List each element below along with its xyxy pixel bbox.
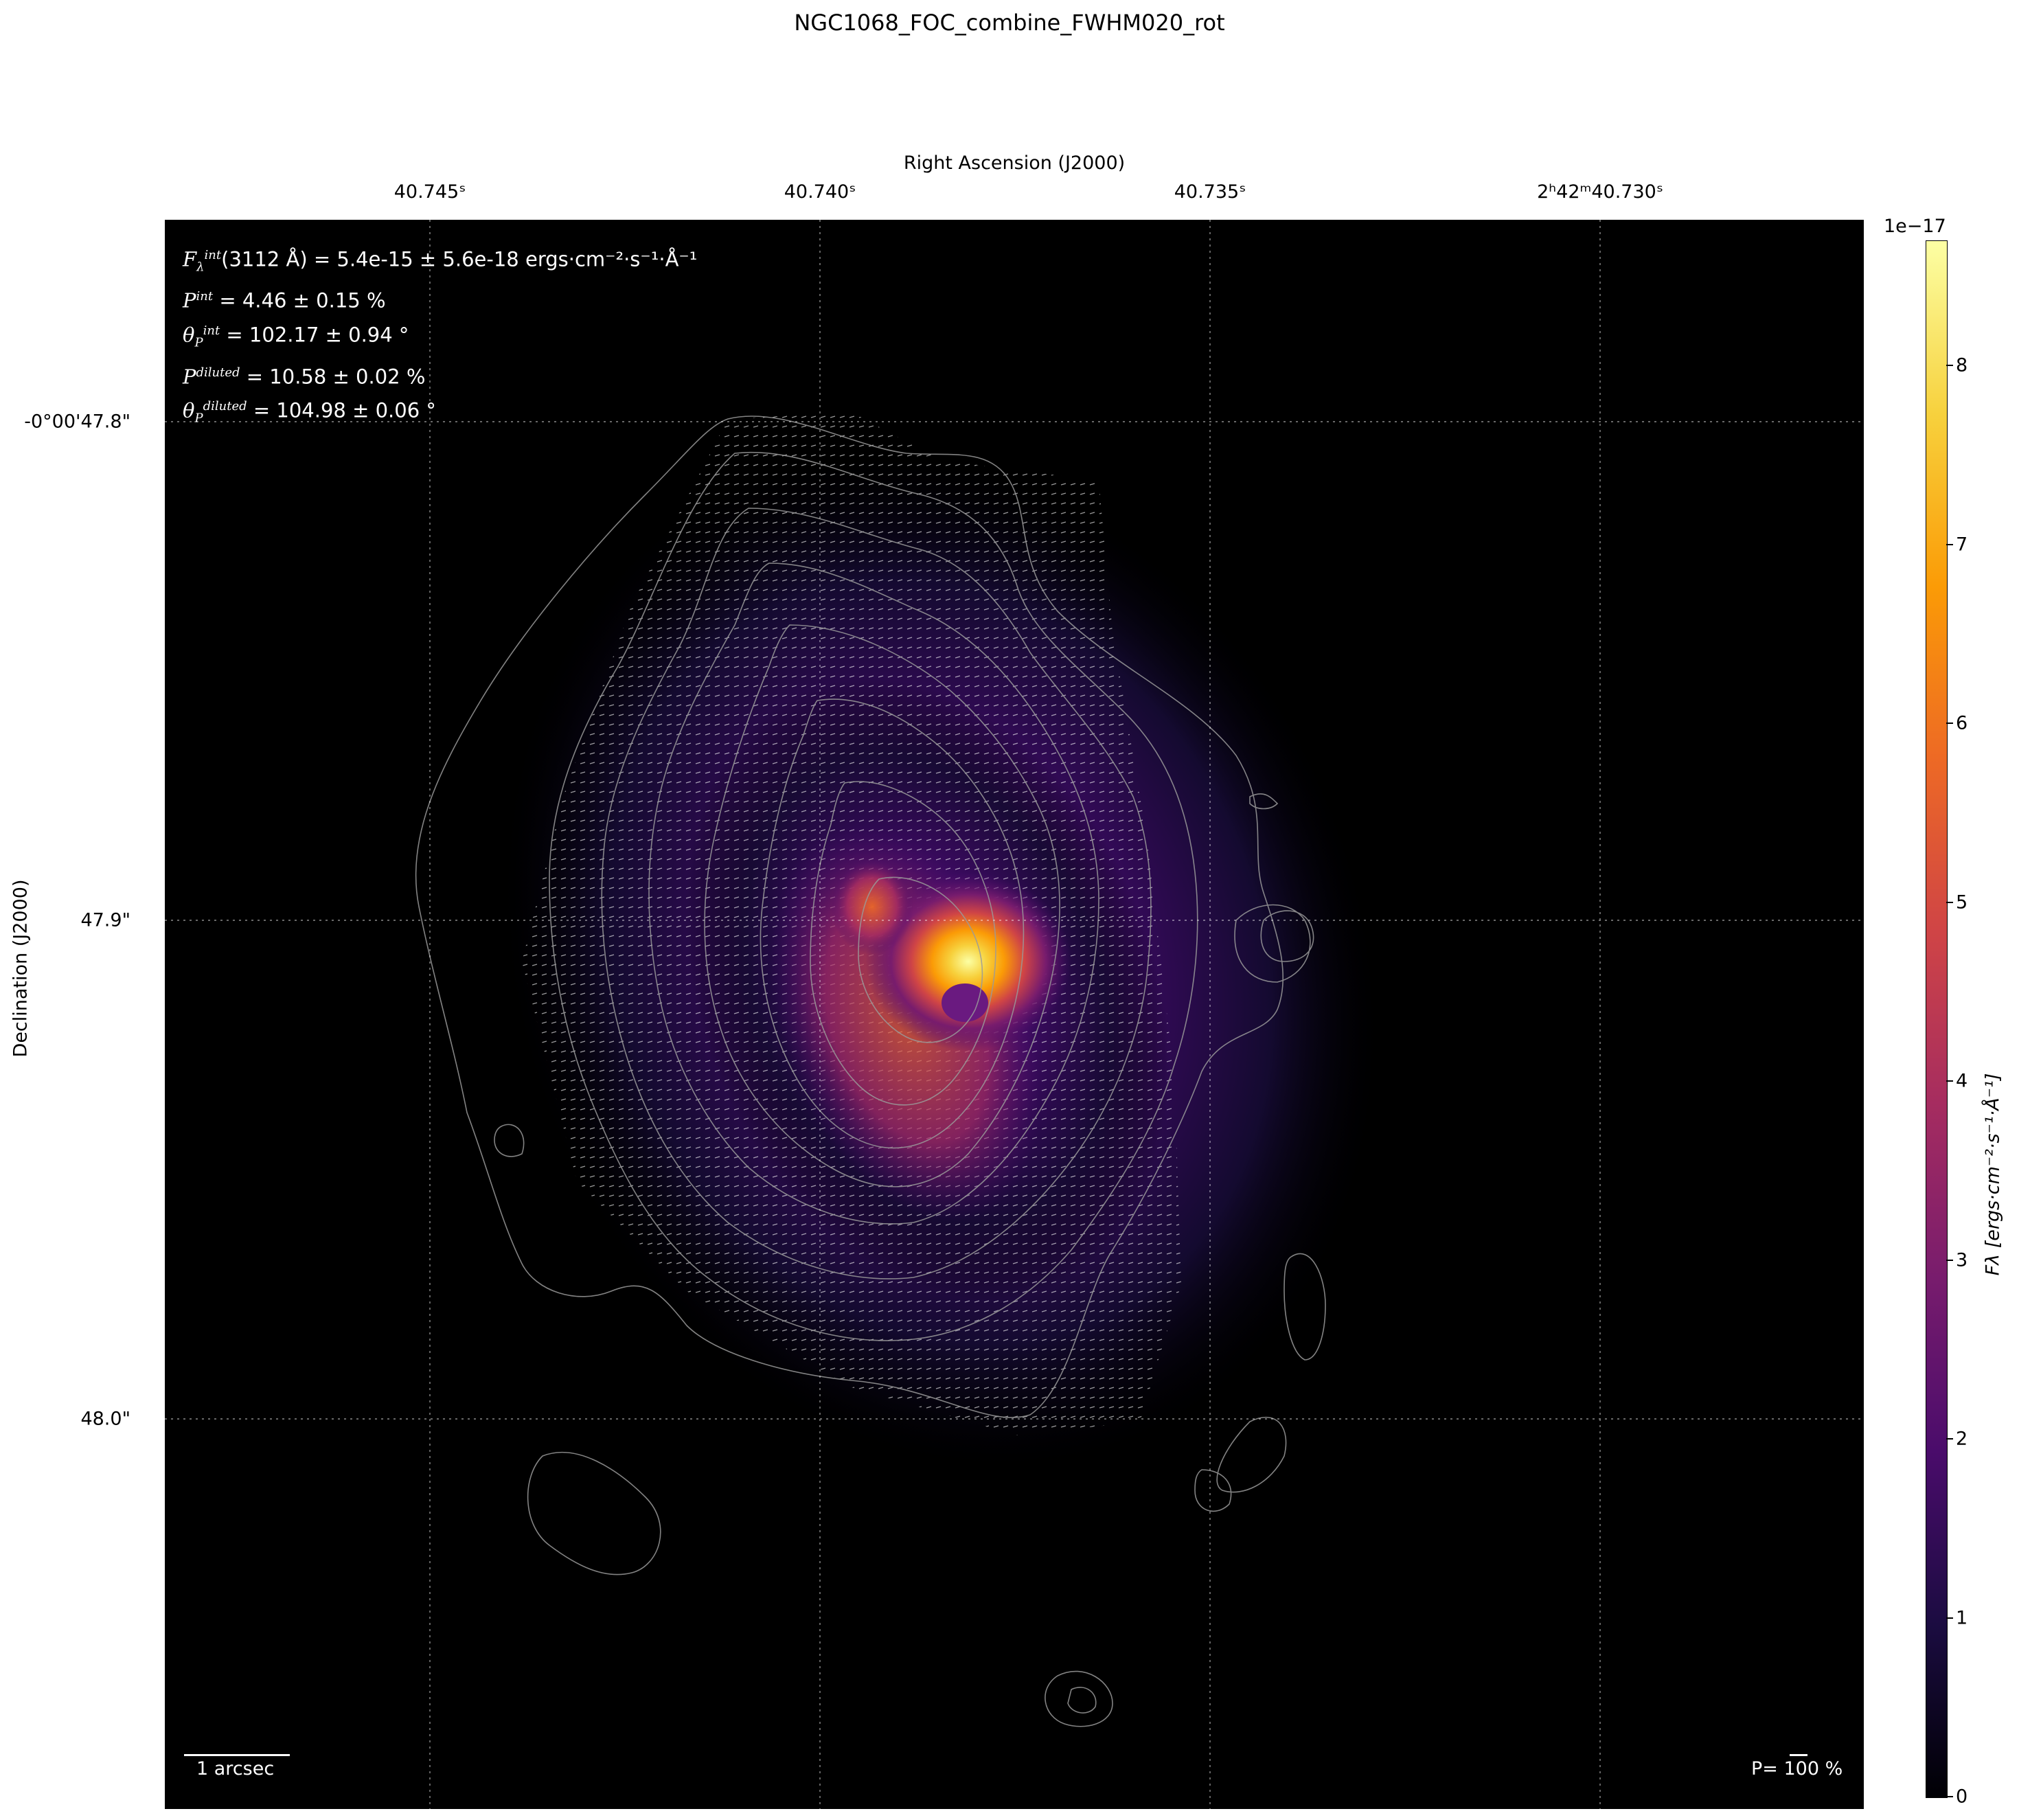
stat-p-int: Pint = 4.46 ± 0.15 %	[183, 289, 386, 313]
arcsec-scalebar-label: 1 arcsec	[196, 1758, 275, 1779]
polarization-scalebar	[1790, 1754, 1807, 1756]
colorbar-tick-mark	[1946, 365, 1953, 367]
y-tick-label: -0°00'47.8"	[24, 411, 130, 433]
flux-contours	[415, 416, 1326, 1727]
colorbar-exponent: 1e−17	[1884, 216, 1946, 237]
x-axis-label: Right Ascension (J2000)	[903, 152, 1126, 174]
colorbar	[1926, 240, 1948, 1798]
stat-theta-int: θPint = 102.17 ± 0.94 °	[183, 323, 409, 350]
x-tick-label: 2ʰ42ᵐ40.730ˢ	[1537, 181, 1663, 203]
arcsec-scalebar	[184, 1754, 290, 1756]
stat-theta-diluted: θPdiluted = 104.98 ± 0.06 °	[183, 398, 436, 426]
colorbar-label: Fλ [ergs·cm⁻²·s⁻¹·Å⁻¹]	[1982, 1073, 2004, 1276]
colorbar-tick-label: 1	[1956, 1607, 1968, 1629]
flux-map: Fλint(3112 Å) = 5.4e-15 ± 5.6e-18 ergs·c…	[165, 220, 1864, 1809]
colorbar-tick-label: 8	[1956, 354, 1968, 376]
y-axis-label: Declination (J2000)	[10, 879, 32, 1058]
stat-flux: Fλint(3112 Å) = 5.4e-15 ± 5.6e-18 ergs·c…	[183, 247, 698, 275]
colorbar-tick-label: 0	[1956, 1786, 1968, 1808]
colorbar-tick-mark	[1946, 1080, 1953, 1082]
y-tick-label: 48.0"	[80, 1408, 130, 1430]
colorbar-tick-mark	[1946, 723, 1953, 725]
y-tick-label: 47.9"	[80, 909, 130, 931]
colorbar-tick-label: 4	[1956, 1070, 1968, 1092]
coordinate-grid	[165, 220, 1864, 1809]
colorbar-tick-mark	[1946, 1438, 1953, 1440]
nucleus-peak	[865, 872, 1071, 1051]
stat-p-diluted: Pdiluted = 10.58 ± 0.02 %	[183, 365, 426, 389]
colorbar-tick-label: 7	[1956, 534, 1968, 556]
colorbar-tick-label: 5	[1956, 891, 1968, 913]
chart-title: NGC1068_FOC_combine_FWHM020_rot	[794, 10, 1225, 36]
polarization-scalebar-label: P= 100 %	[1751, 1758, 1843, 1779]
colorbar-tick-mark	[1946, 901, 1953, 903]
x-tick-label: 40.735ˢ	[1174, 181, 1246, 203]
colorbar-tick-label: 3	[1956, 1249, 1968, 1271]
polarization-stats: Fλint(3112 Å) = 5.4e-15 ± 5.6e-18 ergs·c…	[183, 240, 697, 433]
x-tick-label: 40.745ˢ	[393, 181, 466, 203]
colorbar-tick-mark	[1946, 1617, 1953, 1619]
colorbar-tick-mark	[1946, 543, 1953, 545]
colorbar-tick-mark	[1946, 1796, 1953, 1797]
colorbar-tick-label: 6	[1956, 712, 1968, 734]
colorbar-tick-mark	[1946, 1259, 1953, 1261]
x-tick-label: 40.740ˢ	[784, 181, 856, 203]
colorbar-tick-label: 2	[1956, 1428, 1968, 1450]
flux-map-graphic	[165, 220, 1864, 1809]
